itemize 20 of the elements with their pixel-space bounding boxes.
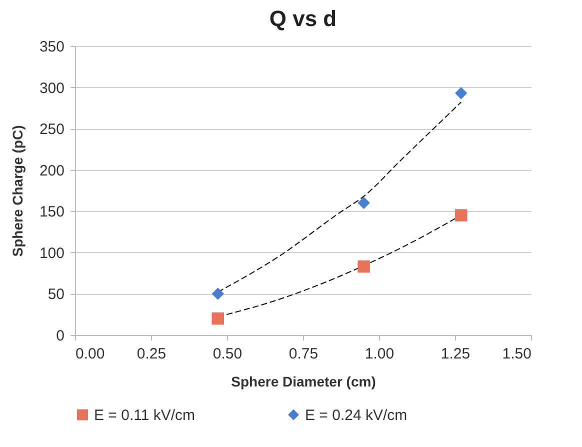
- y-tick-label: 0: [56, 328, 64, 344]
- x-tick-label: 0.75: [288, 346, 318, 362]
- y-tick-label: 50: [48, 286, 64, 304]
- x-tick-label: 0.00: [76, 346, 105, 362]
- chart-title: Q vs d: [269, 6, 337, 31]
- x-tick-label: 1.00: [364, 346, 394, 362]
- y-tick-label: 250: [39, 121, 64, 138]
- legend-label: E = 0.11 kV/cm: [94, 406, 196, 424]
- y-tick-label: 350: [39, 38, 64, 56]
- y-tick-label: 300: [39, 80, 64, 97]
- y-axis-title: Sphere Charge (pC): [9, 125, 26, 257]
- x-tick-label: 1.50: [502, 346, 532, 362]
- legend-label: E = 0.24 kV/cm: [305, 406, 408, 424]
- x-axis-title: Sphere Diameter (cm): [231, 374, 376, 390]
- x-tick-label: 1.25: [440, 346, 470, 362]
- y-tick-label: 200: [39, 162, 64, 180]
- y-tick-label: 150: [39, 204, 64, 221]
- y-tick-label: 100: [39, 244, 64, 262]
- x-tick-label: 0.50: [212, 346, 242, 362]
- x-tick-label: 0.25: [136, 346, 166, 362]
